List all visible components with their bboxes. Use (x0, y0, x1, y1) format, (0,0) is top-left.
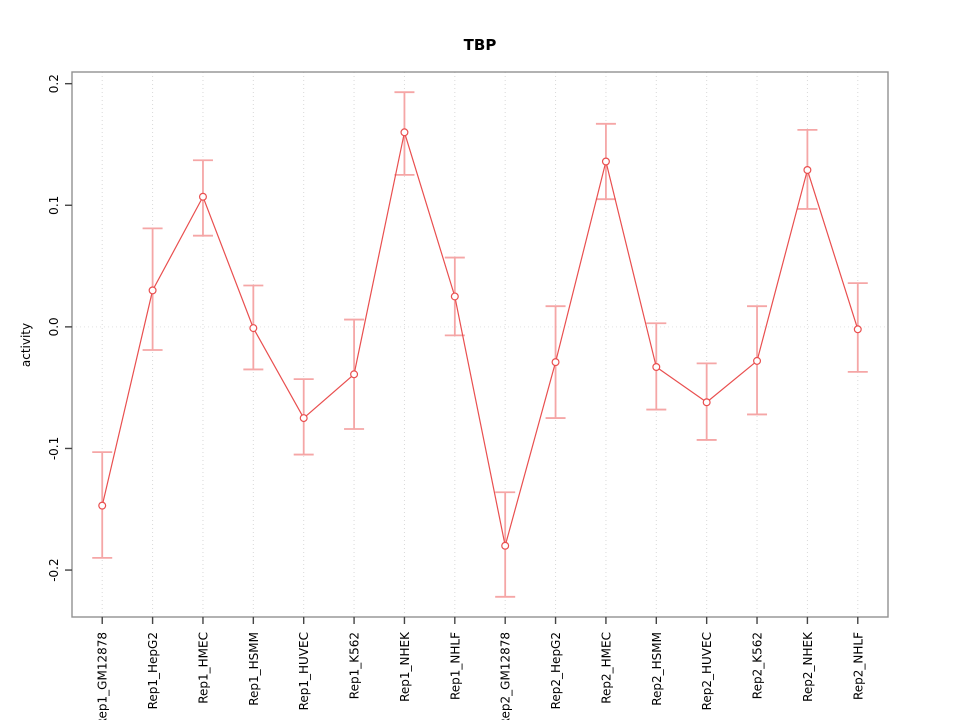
x-tick-label: Rep1_HepG2 (146, 632, 160, 709)
y-axis-label: activity (19, 323, 33, 367)
series-line (101, 132, 859, 546)
x-tick-label: Rep1_HSMM (247, 632, 261, 706)
y-tick-label: 0.0 (47, 317, 61, 336)
data-point-marker (551, 358, 560, 367)
plot-box (71, 71, 889, 618)
x-tick-label: Rep2_HSMM (650, 632, 664, 706)
y-tick-label: -0.1 (47, 437, 61, 460)
y-tick-label: 0.2 (47, 74, 61, 93)
x-tick-label: Rep2_HMEC (599, 632, 613, 704)
x-tick-label: Rep1_HMEC (196, 632, 210, 704)
data-point-marker (98, 501, 107, 510)
grid-layer (72, 72, 888, 617)
x-tick-label: Rep2_GM12878 (499, 632, 513, 720)
data-point-marker (501, 541, 510, 550)
x-tick-label: Rep1_NHEK (398, 631, 412, 702)
x-tick-label: Rep2_NHLF (851, 632, 865, 700)
data-series-layer (92, 91, 868, 598)
x-tick-label: Rep2_HepG2 (549, 632, 563, 709)
data-point-marker (853, 325, 862, 334)
data-point-marker (299, 414, 308, 423)
x-tick-label: Rep2_NHEK (801, 631, 815, 702)
data-point-marker (803, 166, 812, 175)
data-point-marker (249, 324, 258, 333)
data-point-marker (400, 128, 409, 137)
data-point-marker (702, 398, 711, 407)
chart-title: TBP (464, 36, 497, 54)
x-tick-label: Rep1_GM12878 (96, 632, 110, 720)
data-point-marker (601, 157, 610, 166)
data-point-marker (652, 362, 661, 371)
x-tick-label: Rep1_HUVEC (297, 632, 311, 710)
data-point-marker (450, 292, 459, 301)
x-tick-label: Rep2_K562 (751, 632, 765, 699)
data-point-marker (198, 192, 207, 201)
data-point-marker (753, 356, 762, 365)
axes-layer: -0.2 -0.1 0.0 0.1 0.2 Rep1_GM12878 Rep1_HepG2 R… (47, 71, 889, 720)
data-point-marker (350, 370, 359, 379)
x-tick-label: Rep2_HUVEC (700, 632, 714, 710)
x-tick-label: Rep1_NHLF (448, 632, 462, 700)
data-point-marker (148, 286, 157, 295)
x-tick-label: Rep1_K562 (348, 632, 362, 699)
y-tick-label: 0.1 (47, 196, 61, 215)
y-tick-label: -0.2 (47, 558, 61, 581)
